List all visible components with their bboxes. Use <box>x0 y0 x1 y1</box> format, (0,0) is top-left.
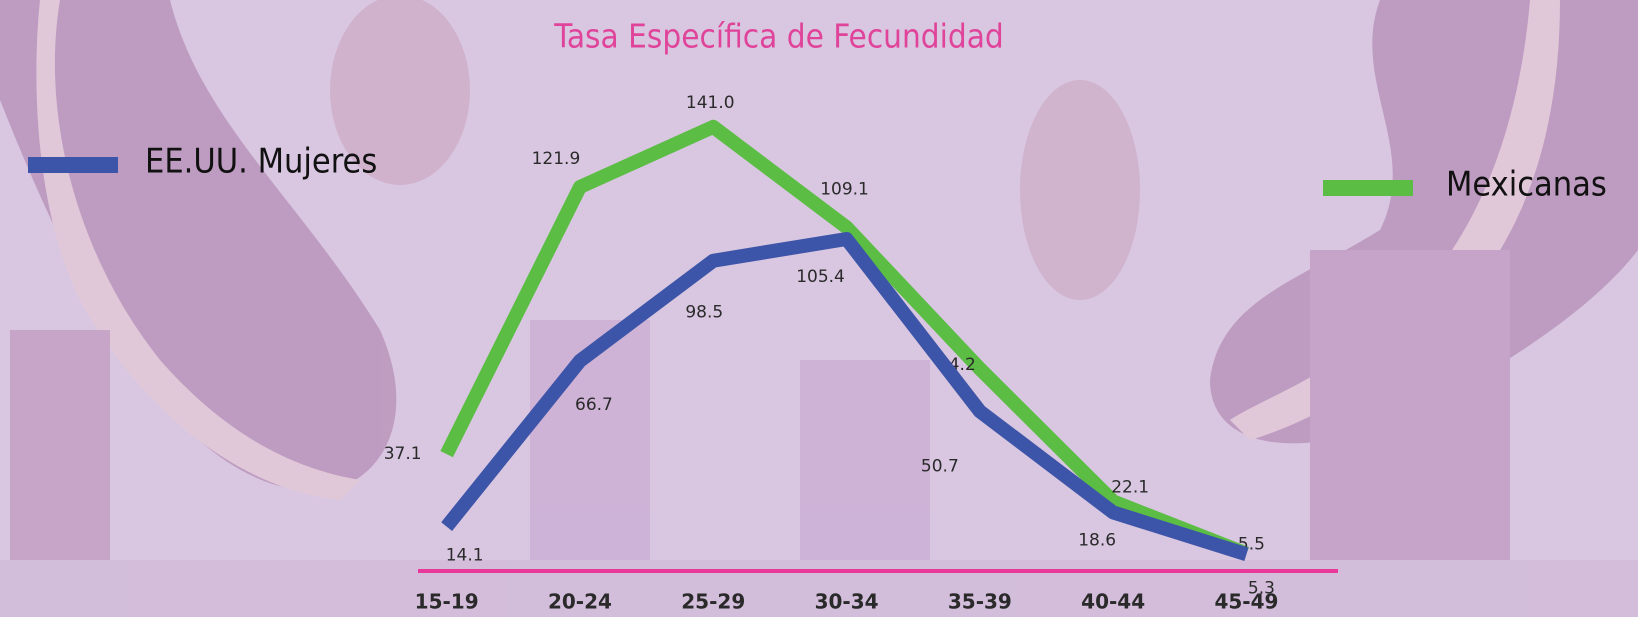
data-label: 37.1 <box>384 444 422 464</box>
background-art <box>0 0 1638 617</box>
data-label: 50.7 <box>921 456 959 476</box>
chart-title: Tasa Específica de Fecundidad <box>553 17 1004 56</box>
data-label: 109.1 <box>820 179 869 199</box>
x-tick-label: 15-19 <box>415 590 479 614</box>
data-label: 66.7 <box>575 395 613 415</box>
data-label: 98.5 <box>685 303 723 323</box>
data-label: 22.1 <box>1111 477 1149 497</box>
x-tick-label: 30-34 <box>815 590 879 614</box>
data-label: 5.3 <box>1248 578 1275 598</box>
data-label: 141.0 <box>686 93 735 113</box>
legend-label: EE.UU. Mujeres <box>145 142 377 182</box>
x-tick-label: 20-24 <box>548 590 612 614</box>
chart: Tasa Específica de Fecundidad 15-19 20-24… <box>0 0 1638 617</box>
x-tick-label: 40-44 <box>1081 590 1145 614</box>
data-label: 14.1 <box>446 546 484 566</box>
x-tick-label: 25-29 <box>681 590 745 614</box>
data-label: 18.6 <box>1078 530 1116 550</box>
data-label: 105.4 <box>796 267 845 287</box>
page: Tasa Específica de Fecundidad 15-19 20-24… <box>0 0 1638 617</box>
x-tick-label: 35-39 <box>948 590 1012 614</box>
data-label: 121.9 <box>532 149 581 169</box>
legend-label: Mexicanas <box>1446 165 1607 205</box>
